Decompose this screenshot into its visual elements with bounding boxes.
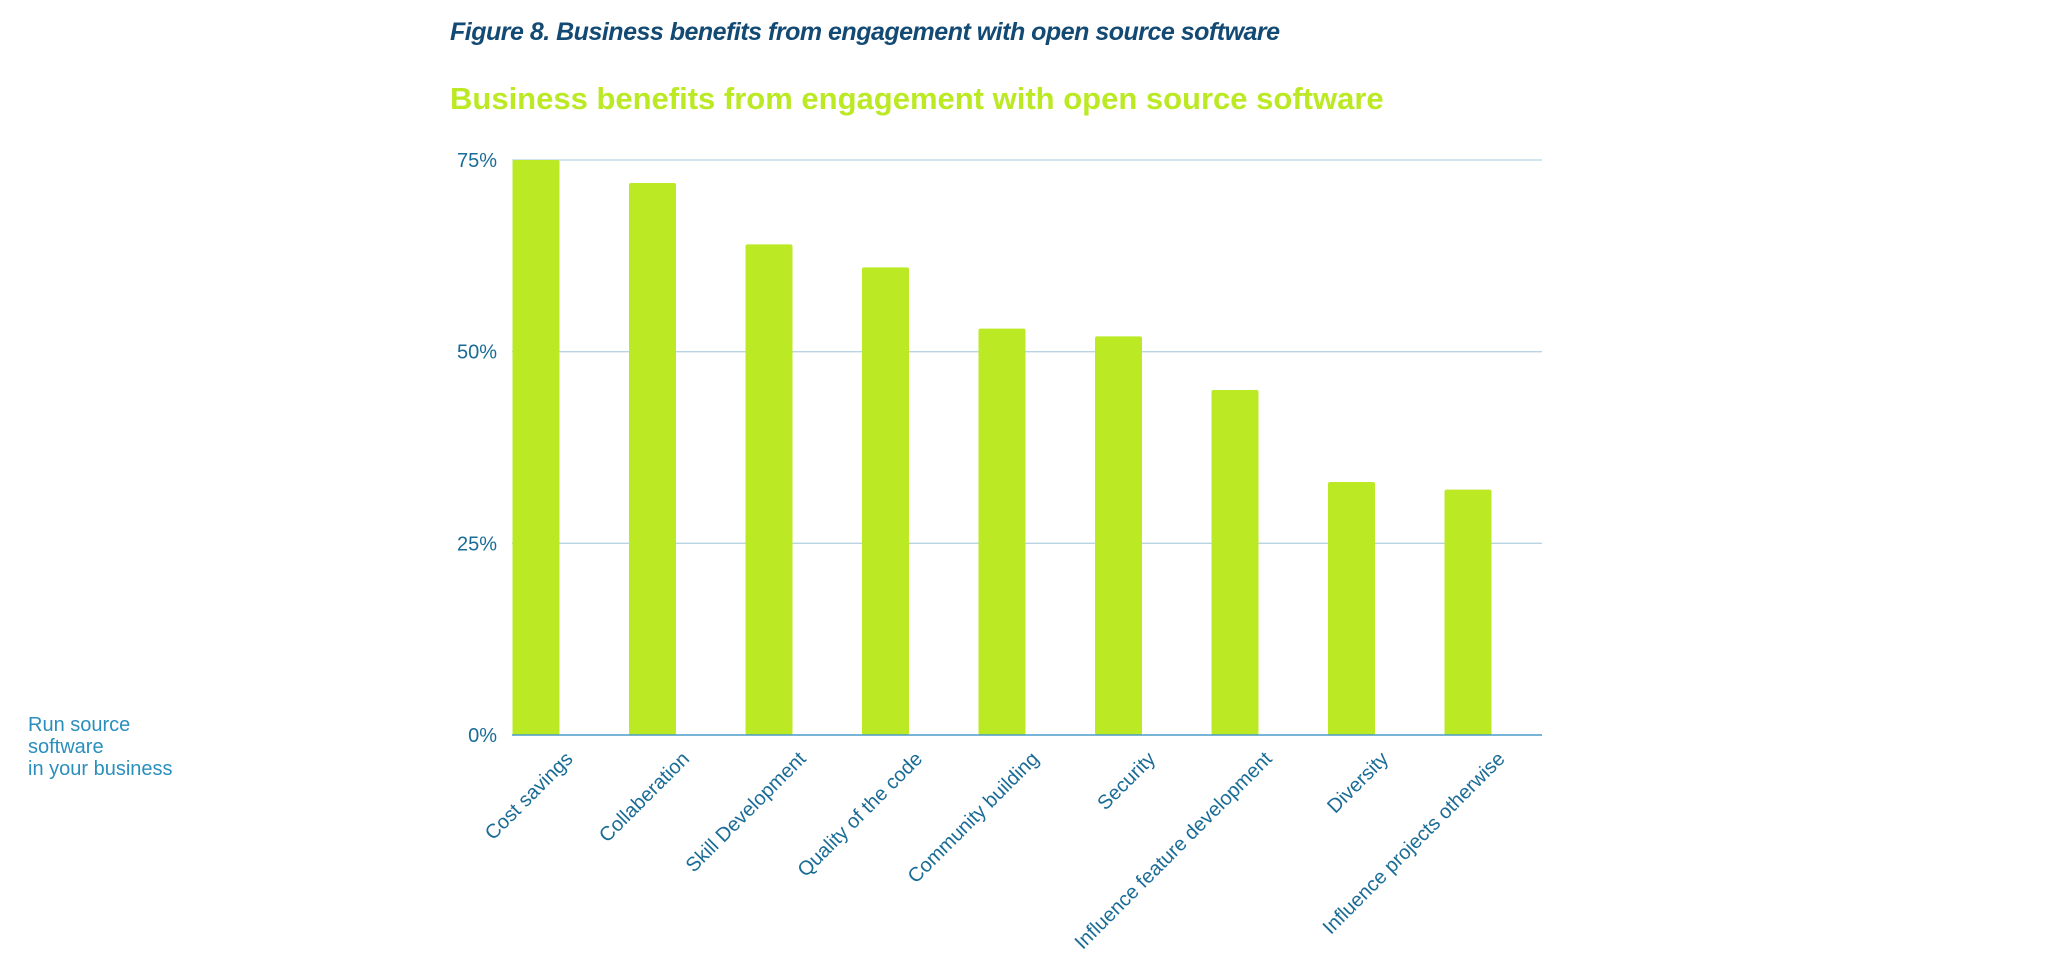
bar	[862, 267, 909, 735]
y-tick-label: 50%	[457, 342, 497, 364]
x-category-label: Quality of the code	[794, 748, 927, 881]
x-category-label: Collaberation	[595, 748, 694, 847]
y-tick-label: 75%	[457, 150, 497, 172]
x-category-label: Skill Development	[682, 748, 811, 877]
bar	[1328, 482, 1375, 735]
y-tick-label: 0%	[468, 725, 497, 747]
side-note-line: in your business	[28, 758, 173, 780]
bar	[745, 244, 793, 736]
y-tick-label: 25%	[457, 533, 497, 555]
chart-title: Business benefits from engagement with o…	[450, 81, 1384, 116]
figure-caption: Figure 8. Business benefits from engagem…	[450, 18, 1280, 46]
side-note: Run source software in your business	[28, 714, 173, 780]
x-category-label: Influence feature development	[1071, 748, 1277, 954]
x-category-label: Security	[1093, 748, 1160, 815]
side-note-line: Run source	[28, 714, 131, 736]
bar	[1095, 336, 1142, 735]
bar	[629, 183, 676, 735]
x-category-label: Diversity	[1323, 748, 1393, 818]
bars	[512, 160, 1492, 736]
bar	[512, 160, 560, 735]
bar	[978, 328, 1026, 735]
y-tick-labels: 0% 25% 50% 75%	[457, 150, 497, 747]
bar	[1444, 489, 1492, 735]
x-category-label: Influence projects otherwise	[1319, 748, 1510, 939]
bar	[1211, 390, 1259, 735]
x-category-label: Community building	[904, 748, 1044, 888]
side-note-line: software	[28, 736, 104, 758]
x-category-label: Cost savings	[481, 748, 578, 845]
